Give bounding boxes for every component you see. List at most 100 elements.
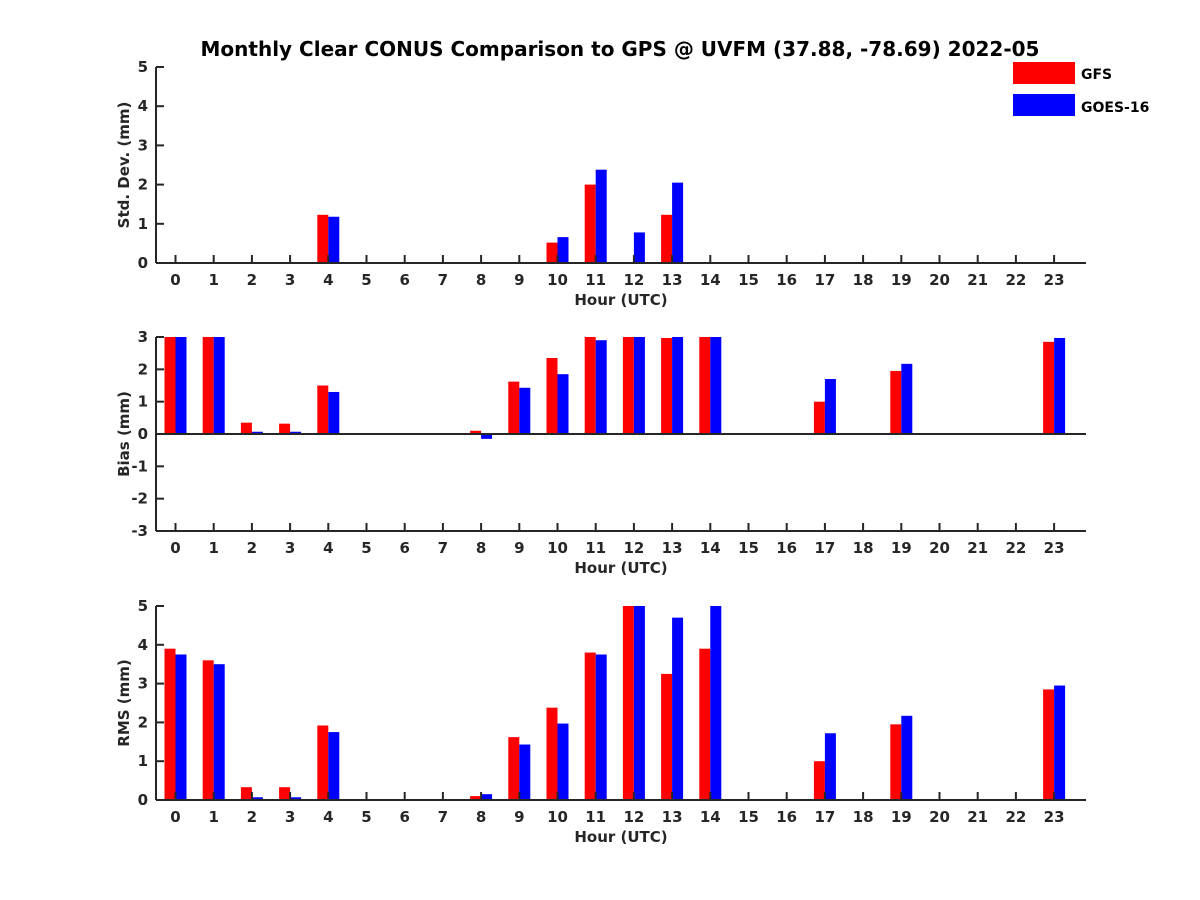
bar-gfs-hour-10 [546, 707, 558, 800]
x-tick-label: 13 [662, 271, 683, 289]
bar-goes16-hour-4 [328, 391, 340, 434]
x-tick-label: 16 [776, 271, 797, 289]
x-tick-label: 23 [1044, 808, 1065, 826]
bar-goes16-hour-13 [672, 182, 684, 263]
y-tick-label: -2 [131, 490, 148, 508]
bar-gfs-hour-10 [546, 242, 558, 263]
x-tick-label: 16 [776, 808, 797, 826]
bar-gfs-hour-4 [317, 725, 329, 800]
bar-gfs-hour-12 [622, 337, 634, 434]
x-tick-label: 19 [891, 271, 912, 289]
x-tick-label: 21 [967, 808, 988, 826]
panel-std-dev: 0 1 2 3 4 5 6 7 8 9 10 11 12 13 14 15 16 17 18 19 20 21 22 2301… [115, 58, 1086, 309]
y-tick-label: 1 [138, 215, 148, 233]
x-tick-label: 13 [662, 539, 683, 557]
x-tick-label: 4 [323, 539, 333, 557]
bar-gfs-hour-0 [164, 648, 176, 800]
x-tick-label: 11 [585, 271, 606, 289]
x-tick-label: 10 [547, 539, 568, 557]
bar-goes16-hour-3 [290, 431, 302, 434]
y-tick-label: 2 [138, 360, 148, 378]
x-tick-label: 14 [700, 539, 721, 557]
x-tick-label: 11 [585, 808, 606, 826]
bar-goes16-hour-12 [633, 337, 645, 434]
bar-gfs-hour-13 [661, 337, 673, 434]
bar-goes16-hour-9 [519, 744, 531, 800]
x-tick-label: 3 [285, 808, 295, 826]
bar-gfs-hour-23 [1043, 689, 1055, 800]
y-tick-label: 4 [138, 97, 148, 115]
bar-goes16-hour-13 [672, 337, 684, 434]
bar-gfs-hour-8 [470, 796, 482, 800]
bar-gfs-hour-10 [546, 358, 558, 434]
bar-goes16-hour-2 [251, 431, 263, 434]
bar-gfs-hour-19 [890, 370, 902, 434]
bar-goes16-hour-1 [213, 337, 225, 434]
x-tick-label: 7 [438, 271, 448, 289]
x-tick-label: 19 [891, 808, 912, 826]
y-tick-label: -3 [131, 522, 148, 540]
bar-goes16-hour-17 [824, 733, 836, 800]
x-tick-label: 17 [814, 539, 835, 557]
bar-gfs-hour-13 [661, 214, 673, 263]
bar-gfs-hour-1 [202, 337, 214, 434]
bar-gfs-hour-17 [813, 761, 825, 800]
y-tick-label: 3 [138, 328, 148, 346]
y-tick-label: 3 [138, 675, 148, 693]
x-axis-label: Hour (UTC) [574, 291, 667, 309]
x-tick-label: 3 [285, 539, 295, 557]
bar-gfs-hour-3 [279, 787, 291, 800]
y-tick-label: 0 [138, 791, 148, 809]
bar-gfs-hour-0 [164, 337, 176, 434]
y-tick-label: 5 [138, 58, 148, 76]
y-tick-label: 0 [138, 254, 148, 272]
x-tick-label: 2 [247, 808, 257, 826]
panel-rms: 0 1 2 3 4 5 6 7 8 9 10 11 12 13 14 15 16 17 18 19 20 21 22 2301… [115, 597, 1086, 846]
x-tick-label: 8 [476, 808, 486, 826]
y-axis-label: RMS (mm) [115, 659, 133, 746]
x-tick-label: 18 [853, 271, 874, 289]
x-tick-label: 14 [700, 808, 721, 826]
bar-goes16-hour-3 [290, 797, 302, 800]
bar-gfs-hour-4 [317, 385, 329, 434]
bar-goes16-hour-23 [1054, 337, 1066, 434]
x-tick-label: 4 [323, 271, 333, 289]
legend-label-gfs: GFS [1081, 67, 1112, 83]
x-tick-label: 1 [208, 808, 218, 826]
x-tick-label: 18 [853, 808, 874, 826]
bar-goes16-hour-11 [595, 169, 607, 263]
bar-goes16-hour-1 [213, 664, 225, 800]
bar-gfs-hour-3 [279, 423, 291, 434]
x-tick-label: 0 [170, 808, 180, 826]
bar-gfs-hour-2 [240, 422, 252, 434]
bar-goes16-hour-10 [557, 237, 569, 263]
panel-bias: 0 1 2 3 4 5 6 7 8 9 10 11 12 13 14 15 16 17 18 19 20 21 22 23-3… [115, 328, 1086, 577]
bar-gfs-hour-4 [317, 214, 329, 263]
bar-goes16-hour-10 [557, 723, 569, 800]
legend-label-goes16: GOES-16 [1081, 100, 1149, 116]
y-tick-label: 3 [138, 136, 148, 154]
y-tick-label: 1 [138, 752, 148, 770]
x-tick-label: 14 [700, 271, 721, 289]
x-tick-label: 1 [208, 271, 218, 289]
bar-goes16-hour-8 [481, 794, 493, 800]
bar-goes16-hour-12 [633, 232, 645, 263]
bar-gfs-hour-14 [699, 337, 711, 434]
bar-goes16-hour-11 [595, 340, 607, 434]
bar-goes16-hour-0 [175, 654, 187, 800]
x-tick-label: 13 [662, 808, 683, 826]
x-tick-label: 8 [476, 271, 486, 289]
x-tick-label: 2 [247, 539, 257, 557]
x-tick-label: 6 [399, 539, 409, 557]
x-tick-label: 22 [1005, 539, 1026, 557]
bar-gfs-hour-2 [240, 787, 252, 800]
chart-title: Monthly Clear CONUS Comparison to GPS @ … [201, 37, 1040, 61]
bar-goes16-hour-13 [672, 617, 684, 800]
bar-goes16-hour-11 [595, 654, 607, 800]
legend-swatch-gfs [1013, 62, 1075, 84]
bar-gfs-hour-12 [622, 606, 634, 800]
bar-goes16-hour-12 [633, 606, 645, 800]
bar-gfs-hour-11 [584, 337, 596, 434]
y-tick-label: -1 [131, 457, 148, 475]
